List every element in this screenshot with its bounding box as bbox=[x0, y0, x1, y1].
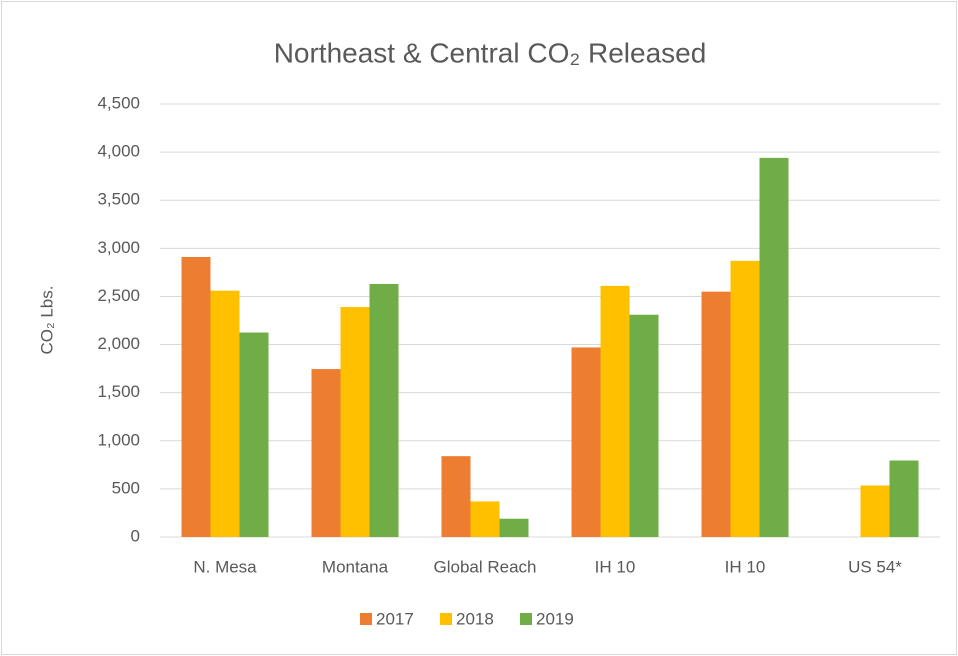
bar bbox=[759, 157, 789, 537]
y-tick-label: 2,500 bbox=[97, 286, 140, 305]
x-tick-label: Montana bbox=[322, 557, 389, 576]
legend-label: 2018 bbox=[456, 609, 494, 628]
bar bbox=[499, 518, 529, 537]
x-tick-label: US 54* bbox=[848, 557, 902, 576]
bar bbox=[730, 260, 760, 537]
x-tick-label: IH 10 bbox=[725, 557, 766, 576]
y-tick-label: 3,500 bbox=[97, 190, 140, 209]
bar bbox=[629, 314, 659, 537]
bar bbox=[600, 285, 630, 537]
bar bbox=[701, 291, 731, 537]
bar bbox=[369, 283, 399, 537]
y-tick-label: 1,500 bbox=[97, 382, 140, 401]
legend-swatch bbox=[440, 613, 452, 625]
y-axis-label: CO₂ Lbs. bbox=[37, 286, 56, 355]
y-tick-label: 500 bbox=[112, 478, 140, 497]
y-tick-label: 4,000 bbox=[97, 142, 140, 161]
bar bbox=[239, 332, 269, 537]
y-tick-label: 2,000 bbox=[97, 334, 140, 353]
y-tick-label: 0 bbox=[131, 526, 140, 545]
y-tick-label: 3,000 bbox=[97, 238, 140, 257]
x-tick-label: Global Reach bbox=[433, 557, 536, 576]
chart-title: Northeast & Central CO₂ Released bbox=[274, 37, 707, 68]
y-tick-label: 1,000 bbox=[97, 430, 140, 449]
bar bbox=[210, 290, 240, 537]
bar bbox=[311, 369, 341, 537]
bar bbox=[340, 307, 370, 537]
x-tick-label: N. Mesa bbox=[193, 557, 257, 576]
x-tick-label: IH 10 bbox=[595, 557, 636, 576]
legend-swatch bbox=[520, 613, 532, 625]
bar bbox=[470, 501, 500, 537]
bar bbox=[860, 485, 890, 537]
y-tick-label: 4,500 bbox=[97, 93, 140, 112]
bar bbox=[571, 347, 601, 537]
bar bbox=[181, 256, 211, 537]
bar bbox=[889, 460, 919, 537]
legend-label: 2019 bbox=[536, 609, 574, 628]
bar bbox=[441, 456, 471, 537]
legend-swatch bbox=[360, 613, 372, 625]
legend-label: 2017 bbox=[376, 609, 414, 628]
